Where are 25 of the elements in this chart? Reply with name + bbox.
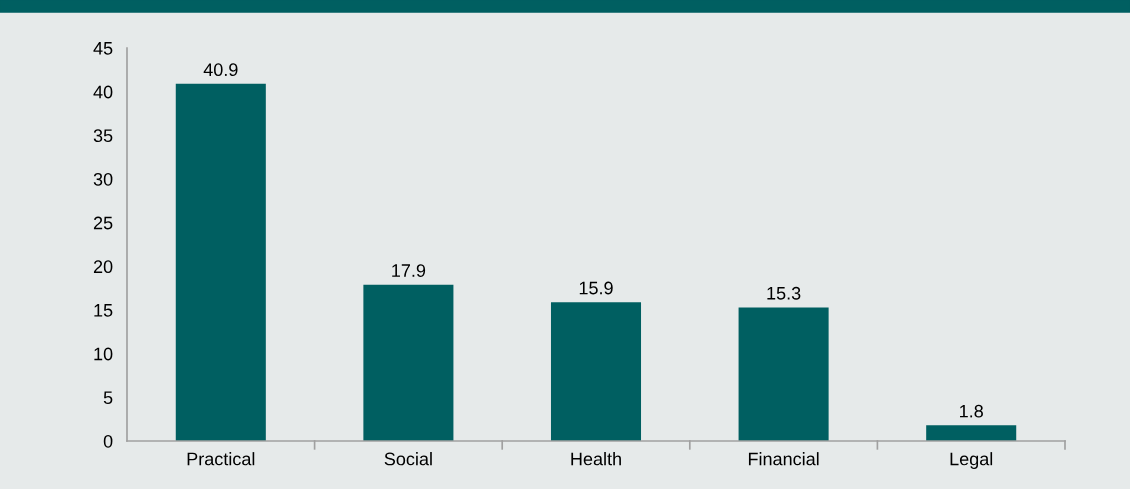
x-tick-label: Social [384, 452, 432, 466]
data-label: 40.9 [203, 63, 238, 77]
x-tick-label: Health [571, 452, 621, 466]
bar [926, 425, 1017, 441]
bar [363, 284, 454, 441]
y-tick-label: 40 [93, 85, 113, 99]
bar [175, 83, 266, 441]
y-tick-label: 30 [93, 172, 113, 186]
data-label: 15.3 [767, 286, 801, 300]
y-tick-label: 45 [93, 42, 113, 55]
y-tick-label: 10 [94, 347, 113, 361]
bar [550, 302, 642, 441]
y-tick-label: 15 [94, 304, 113, 317]
data-label: 1.8 [960, 404, 983, 418]
data-label: 15.9 [579, 281, 613, 295]
bar [738, 307, 829, 441]
y-tick-label: 0 [103, 434, 113, 448]
y-tick-label: 5 [103, 391, 113, 405]
x-tick-label: Financial [748, 452, 819, 466]
y-tick-label: 35 [93, 129, 113, 143]
x-tick-label: Legal [950, 452, 993, 469]
y-tick-label: 25 [93, 216, 113, 230]
y-tick-label: 20 [93, 260, 113, 274]
data-label: 17.9 [392, 264, 426, 277]
x-tick-label: Practical [187, 452, 255, 466]
